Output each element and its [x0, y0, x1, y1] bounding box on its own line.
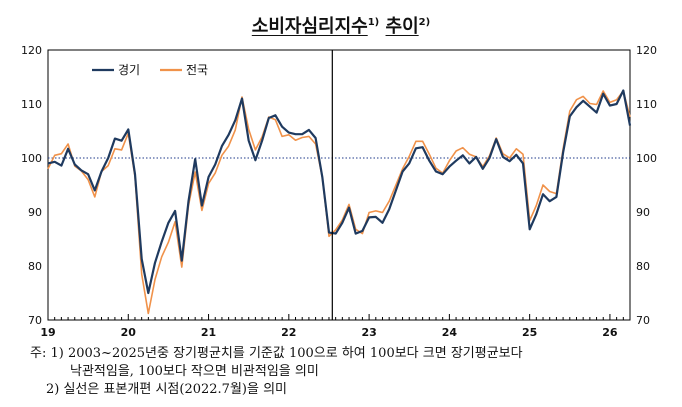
y-tick-label-right: 110: [636, 98, 657, 111]
footnote-1-text: 2003~2025년중 장기평균치를 기준값 100으로 하여 100보다 크면…: [67, 346, 523, 361]
y-tick-label-left: 70: [28, 314, 42, 327]
series-group: [47, 89, 632, 315]
x-tick-label: 24: [442, 326, 458, 339]
y-tick-label-left: 120: [21, 44, 42, 57]
y-axis-left: 70 80 90 100 110 120: [21, 44, 42, 327]
footnote-2: 2) 실선은 표본개편 시점(2022.7월)을 의미: [46, 382, 287, 397]
y-tick-label-left: 90: [28, 206, 42, 219]
legend: 경기 전국: [92, 63, 208, 77]
legend-label: 전국: [186, 63, 208, 77]
x-tick-label: 20: [121, 326, 137, 339]
plot-border: [47, 49, 631, 321]
x-axis: 19 20 21 22 23 24 25 26: [40, 314, 631, 339]
title-footnote-1: 1): [367, 17, 380, 28]
y-tick-label-right: 120: [636, 44, 657, 57]
plot-frame: [47, 49, 631, 321]
chart-title-text: 소비자심리지수: [251, 16, 368, 37]
legend-label: 경기: [118, 63, 140, 77]
y-tick-label-right: 70: [636, 314, 650, 327]
chart-title: 소비자심리지수1) 추이2): [0, 12, 682, 38]
y-tick-label-right: 80: [636, 260, 650, 273]
footnote-prefix: 주: 1): [30, 346, 64, 361]
y-tick-label-right: 100: [636, 152, 657, 165]
title-footnote-2: 2): [418, 17, 431, 28]
x-tick-label: 25: [522, 326, 537, 339]
series-line-economy: [47, 89, 632, 295]
x-tick-label: 21: [201, 326, 216, 339]
series-line-national: [47, 90, 631, 315]
x-tick-label: 22: [281, 326, 296, 339]
x-tick-label: 23: [361, 326, 376, 339]
footnotes: 주: 1) 2003~2025년중 장기평균치를 기준값 100으로 하여 10…: [30, 345, 670, 399]
y-axis-right: 70 80 90 100 110 120: [636, 44, 657, 327]
chart-title-suffix: 추이: [385, 16, 419, 37]
y-tick-label-left: 110: [21, 98, 42, 111]
x-tick-label: 19: [40, 326, 55, 339]
footnote-1: 주: 1) 2003~2025년중 장기평균치를 기준값 100으로 하여 10…: [30, 345, 670, 363]
y-tick-label-left: 80: [28, 260, 42, 273]
x-tick-label: 26: [602, 326, 618, 339]
y-tick-label-right: 90: [636, 206, 650, 219]
footnote-1-cont: 낙관적임을, 100보다 작으면 비관적임을 의미: [70, 364, 319, 379]
y-tick-label-left: 100: [21, 152, 42, 165]
